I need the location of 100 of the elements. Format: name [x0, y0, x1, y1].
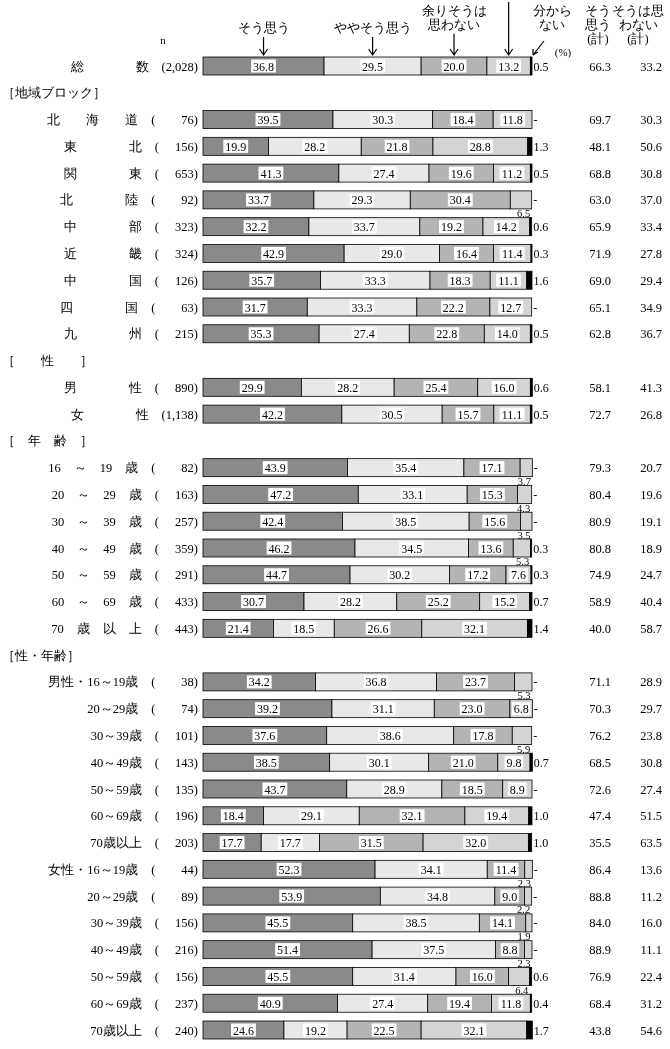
data-label: 16.0 — [471, 969, 493, 984]
data-label: 27.4 — [372, 996, 394, 1011]
data-label: 5.3 — [517, 690, 531, 702]
data-label: 6.8 — [513, 702, 529, 717]
data-label: 27.4 — [353, 327, 375, 342]
data-label: 23.0 — [461, 702, 483, 717]
data-label: 17.7 — [279, 836, 301, 851]
data-label: 3.7 — [517, 475, 531, 487]
data-label: 25.2 — [427, 595, 449, 610]
data-label: 0.6 — [533, 380, 549, 395]
data-label: 19.9 — [225, 139, 247, 154]
y-tick-label: 九 州 ( 215) — [63, 327, 198, 342]
data-label: 31.5 — [360, 836, 382, 851]
data-label: 29.5 — [362, 59, 384, 74]
data-label: 19.2 — [305, 1023, 327, 1038]
data-label: 31.7 — [244, 300, 266, 315]
data-label: 5.3 — [516, 556, 530, 568]
y-tick-label: 北 海 道 ( 76) — [47, 113, 198, 128]
y-tick-label: 男性・16～19歳 ( 38) — [48, 675, 198, 690]
data-label: 0.3 — [533, 541, 549, 556]
text: 余りそうは思わない — [421, 4, 487, 32]
text: 58.7 — [640, 621, 662, 636]
data-label: 12.7 — [500, 300, 522, 315]
data-label: 34.1 — [420, 862, 442, 877]
data-label: 11.8 — [500, 996, 522, 1011]
y-tick-label: 20～29歳 ( 74) — [87, 702, 198, 717]
text: 19.1 — [640, 514, 662, 529]
data-label: 23.7 — [465, 675, 487, 690]
data-label: - — [533, 916, 538, 931]
data-label: 45.5 — [267, 916, 289, 931]
data-label: 0.7 — [533, 595, 549, 610]
data-label: 16.0 — [493, 380, 515, 395]
text: 26.8 — [640, 407, 662, 422]
text: 30.8 — [640, 166, 662, 181]
text: 51.5 — [640, 809, 662, 824]
text: 54.6 — [640, 1023, 662, 1038]
data-label: 9.0 — [502, 889, 518, 904]
data-label: 31.1 — [372, 702, 394, 717]
data-label: - — [533, 889, 538, 904]
text: 80.9 — [589, 514, 611, 529]
data-label: 30.2 — [389, 568, 411, 583]
data-label: 13.6 — [480, 541, 502, 556]
data-label: 29.9 — [241, 380, 263, 395]
data-label: - — [533, 487, 538, 502]
y-tick-label: 30～39歳 ( 101) — [90, 728, 198, 743]
data-label: 28.2 — [337, 380, 359, 395]
text: 19.6 — [640, 487, 662, 502]
text: 35.5 — [589, 836, 611, 851]
data-label: - — [533, 193, 538, 208]
data-label: 1.4 — [533, 621, 549, 636]
data-label: 18.5 — [461, 782, 483, 797]
text: 11.1 — [640, 943, 662, 958]
data-label: 32.1 — [401, 809, 423, 824]
data-label: 0.5 — [533, 407, 549, 422]
text: ［地域ブロック］ — [2, 86, 106, 101]
text: 34.9 — [640, 300, 662, 315]
data-label: 21.8 — [386, 139, 408, 154]
data-label: 19.6 — [450, 166, 472, 181]
data-label: 35.4 — [395, 461, 417, 476]
data-label: 46.2 — [268, 541, 290, 556]
text: 58.1 — [589, 380, 611, 395]
data-label: 29.0 — [381, 246, 403, 261]
text: 33.2 — [640, 59, 662, 74]
data-label: 7.6 — [511, 568, 527, 583]
data-label: 0.5 — [533, 59, 549, 74]
data-label: 6.4 — [515, 984, 530, 996]
data-label: 0.5 — [533, 327, 549, 342]
text: 70.3 — [589, 702, 611, 717]
data-label: 15.7 — [457, 407, 479, 422]
text: 58.9 — [589, 595, 611, 610]
data-label: 18.5 — [293, 621, 315, 636]
data-label: 22.2 — [442, 300, 464, 315]
data-label: 1.7 — [533, 1023, 549, 1038]
data-label: 19.2 — [440, 220, 462, 235]
y-tick-label: 40～49歳 ( 216) — [90, 943, 198, 958]
text: 65.9 — [589, 220, 611, 235]
text: 69.7 — [589, 113, 611, 128]
text: 65.1 — [589, 300, 611, 315]
data-label: 18.3 — [449, 273, 471, 288]
data-label: - — [533, 943, 538, 958]
data-label: 26.6 — [367, 621, 389, 636]
data-label: - — [533, 113, 538, 128]
text: 63.0 — [589, 193, 611, 208]
data-label: 34.8 — [427, 889, 449, 904]
text: 76.9 — [589, 969, 611, 984]
data-label: 17.2 — [467, 568, 489, 583]
data-label: 15.2 — [494, 595, 516, 610]
data-label: 31.4 — [393, 969, 415, 984]
y-tick-label: 四 国 ( 63) — [60, 300, 198, 315]
data-label: 36.8 — [253, 59, 275, 74]
data-label: 19.4 — [486, 809, 508, 824]
data-label: 52.3 — [278, 862, 300, 877]
data-label: 43.7 — [264, 782, 286, 797]
text: 30.3 — [640, 113, 662, 128]
data-label: 8.9 — [509, 782, 525, 797]
data-label: 15.6 — [484, 514, 506, 529]
data-label: - — [533, 862, 538, 877]
data-label: 27.4 — [373, 166, 395, 181]
text: 27.4 — [640, 782, 663, 797]
text: 29.4 — [640, 273, 663, 288]
